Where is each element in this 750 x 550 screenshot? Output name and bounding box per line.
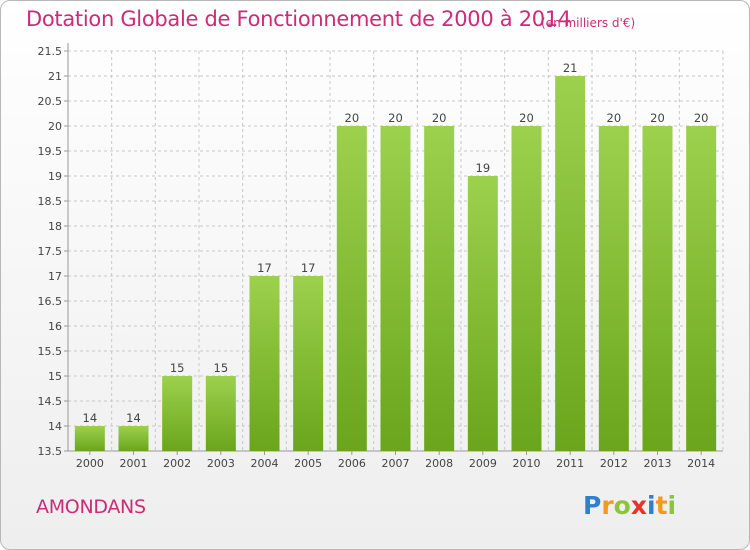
bar-2009 xyxy=(467,176,498,451)
data-label-2008: 20 xyxy=(432,111,447,125)
x-tick-label-2007: 2007 xyxy=(382,457,410,470)
y-tick-label: 18.5 xyxy=(38,195,63,208)
bar-2001 xyxy=(118,426,149,451)
data-label-2004: 17 xyxy=(257,261,272,275)
y-tick-label: 19 xyxy=(48,170,62,183)
y-tick-label: 20 xyxy=(48,120,62,133)
y-tick-label: 14.5 xyxy=(38,395,63,408)
chart-title: Dotation Globale de Fonctionnement de 20… xyxy=(26,7,571,31)
bar-2011 xyxy=(555,76,586,451)
bar-2002 xyxy=(162,376,193,451)
data-label-2002: 15 xyxy=(170,361,185,375)
y-tick-label: 16 xyxy=(48,320,62,333)
proxiti-logo[interactable]: Proxiti xyxy=(583,491,676,520)
data-label-2011: 21 xyxy=(563,61,578,75)
data-label-2001: 14 xyxy=(126,411,141,425)
logo-letter: t xyxy=(655,491,668,520)
x-tick-label-2009: 2009 xyxy=(469,457,497,470)
x-tick-label-2004: 2004 xyxy=(251,457,279,470)
logo-letter: i xyxy=(647,491,656,520)
y-tick-label: 21 xyxy=(48,70,62,83)
data-label-2013: 20 xyxy=(650,111,665,125)
bar-2005 xyxy=(293,276,324,451)
bar-2004 xyxy=(249,276,280,451)
x-tick-label-2010: 2010 xyxy=(513,457,541,470)
data-label-2014: 20 xyxy=(694,111,709,125)
logo-letter: i xyxy=(667,491,677,520)
bar-2012 xyxy=(598,126,629,451)
data-label-2000: 14 xyxy=(83,411,98,425)
bar-2000 xyxy=(74,426,105,451)
x-tick-label-2014: 2014 xyxy=(687,457,715,470)
x-tick-label-2011: 2011 xyxy=(556,457,584,470)
data-label-2009: 19 xyxy=(476,161,491,175)
chart-unit-label: (en milliers d'€) xyxy=(541,16,636,30)
data-label-2003: 15 xyxy=(214,361,229,375)
logo-letter: o xyxy=(613,491,631,520)
data-label-2006: 20 xyxy=(345,111,360,125)
commune-name: AMONDANS xyxy=(36,496,146,518)
x-tick-label-2012: 2012 xyxy=(600,457,628,470)
y-tick-label: 18 xyxy=(48,220,62,233)
x-tick-label-2001: 2001 xyxy=(120,457,148,470)
y-tick-label: 15.5 xyxy=(38,345,63,358)
bar-2007 xyxy=(380,126,411,451)
x-tick-label-2005: 2005 xyxy=(294,457,322,470)
data-label-2012: 20 xyxy=(607,111,622,125)
logo-letter: x xyxy=(630,491,647,520)
x-tick-label-2002: 2002 xyxy=(163,457,191,470)
logo-letter: P xyxy=(583,491,602,520)
x-tick-label-2003: 2003 xyxy=(207,457,235,470)
bars xyxy=(74,76,717,451)
y-tick-label: 13.5 xyxy=(38,445,63,458)
bar-2003 xyxy=(205,376,236,451)
y-tick-label: 14 xyxy=(48,420,62,433)
bar-2014 xyxy=(686,126,717,451)
logo-letter: r xyxy=(601,491,614,520)
data-label-2007: 20 xyxy=(388,111,403,125)
y-tick-label: 17.5 xyxy=(38,245,63,258)
y-tick-label: 21.5 xyxy=(38,45,63,58)
y-tick-label: 17 xyxy=(48,270,62,283)
data-label-2010: 20 xyxy=(519,111,534,125)
y-tick-label: 16.5 xyxy=(38,295,63,308)
x-tick-label-2000: 2000 xyxy=(76,457,104,470)
bar-2006 xyxy=(336,126,367,451)
x-tick-label-2006: 2006 xyxy=(338,457,366,470)
bar-2013 xyxy=(642,126,673,451)
y-tick-label: 19.5 xyxy=(38,145,63,158)
x-tick-label-2013: 2013 xyxy=(644,457,672,470)
bar-2008 xyxy=(424,126,455,451)
x-tick-label-2008: 2008 xyxy=(425,457,453,470)
bar-2010 xyxy=(511,126,542,451)
data-label-2005: 17 xyxy=(301,261,316,275)
y-tick-label: 20.5 xyxy=(38,95,63,108)
labels: 14 14 15 15 17 17 20 20 20 19 20 21 20 20 20 xyxy=(83,61,709,425)
y-tick-label: 15 xyxy=(48,370,62,383)
